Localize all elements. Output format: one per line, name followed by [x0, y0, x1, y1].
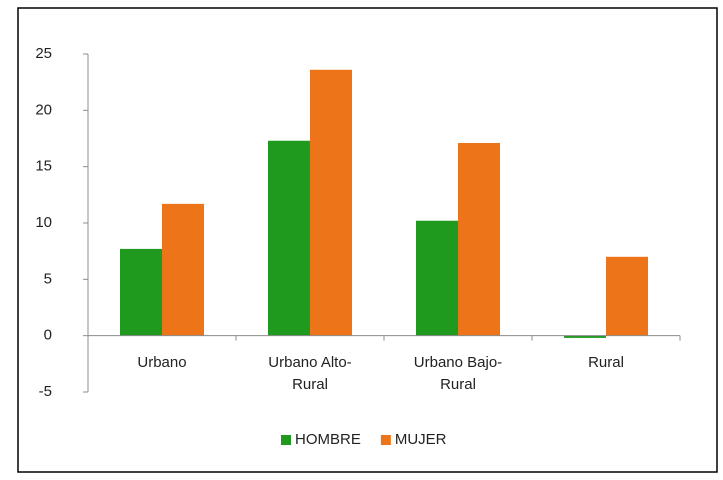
- bar: [564, 335, 606, 338]
- bar: [120, 248, 162, 336]
- x-tick-label: Urbano Alto-Rural: [268, 354, 351, 393]
- legend-label: HOMBRE: [295, 431, 361, 448]
- x-tick-label: Urbano: [137, 354, 186, 371]
- y-tick-label: 20: [35, 101, 52, 118]
- x-tick-label: Urbano Bajo-Rural: [414, 354, 502, 393]
- bar: [310, 69, 352, 336]
- y-tick-label: 25: [35, 45, 52, 62]
- y-tick-label: -5: [39, 383, 52, 400]
- legend-swatch: [281, 435, 291, 445]
- x-tick-label: Rural: [588, 354, 624, 371]
- y-tick-label: 5: [44, 270, 52, 287]
- bar: [458, 143, 500, 336]
- legend-label: MUJER: [395, 431, 447, 448]
- y-tick-label: 0: [44, 327, 52, 344]
- bar: [606, 256, 648, 336]
- bar: [268, 140, 310, 336]
- y-tick-label: 15: [35, 158, 52, 175]
- chart-border: [17, 7, 718, 473]
- y-tick-label: 10: [35, 214, 52, 231]
- bar: [162, 203, 204, 336]
- bar: [416, 220, 458, 336]
- legend-swatch: [380, 435, 391, 445]
